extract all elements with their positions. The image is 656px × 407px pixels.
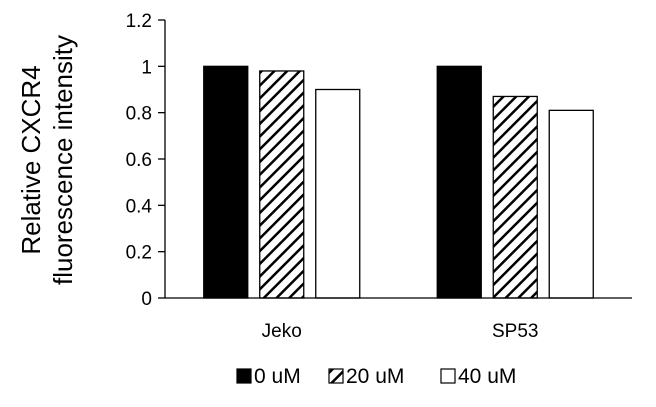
bar [492, 95, 538, 299]
y-axis-label-line-2: fluorescence intensity [48, 35, 78, 285]
y-tick-label: 1.2 [126, 11, 152, 32]
bar [203, 65, 249, 299]
x-axis: Jeko SP53 [165, 297, 632, 342]
y-tick-label: 1 [141, 57, 152, 78]
legend-swatch [328, 368, 344, 384]
legend-swatch [236, 368, 252, 384]
bar-series-group [203, 65, 594, 299]
bar [548, 109, 594, 299]
y-axis-label-line-1: Relative CXCR4 [16, 65, 46, 254]
y-tick-label: 0 [141, 289, 152, 310]
bar [259, 70, 305, 299]
legend-label: 0 uM [254, 365, 301, 388]
x-category-label: Jeko [262, 321, 302, 342]
legend-label: 20 uM [346, 365, 404, 388]
y-axis: 0 0.2 0.4 0.6 0.8 1 1.2 [126, 11, 166, 310]
legend: 0 uM 20 uM 40 uM [236, 365, 516, 388]
y-axis-label: Relative CXCR4 fluorescence intensity [16, 35, 78, 285]
y-tick-label: 0.4 [126, 196, 153, 217]
legend-swatch [440, 368, 456, 384]
y-tick-label: 0.8 [126, 104, 152, 125]
legend-label: 40 uM [458, 365, 516, 388]
bar [436, 65, 482, 299]
y-tick-label: 0.2 [126, 243, 152, 264]
bar [315, 88, 361, 299]
x-category-label: SP53 [492, 321, 538, 342]
y-tick-label: 0.6 [126, 150, 152, 171]
